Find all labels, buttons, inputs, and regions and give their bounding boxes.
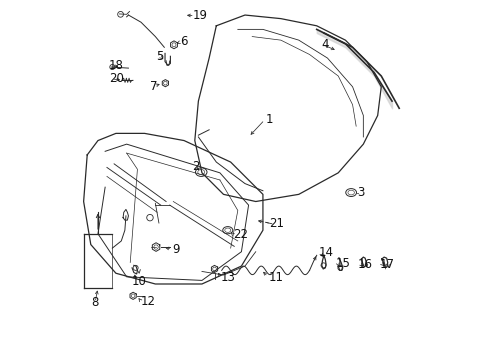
Text: 19: 19 [193, 9, 208, 22]
Text: 3: 3 [358, 186, 365, 199]
Text: 7: 7 [150, 80, 157, 93]
Text: 11: 11 [269, 271, 283, 284]
Text: 4: 4 [321, 38, 328, 51]
Text: 15: 15 [335, 257, 350, 270]
Text: 1: 1 [266, 113, 273, 126]
Text: 14: 14 [318, 246, 334, 259]
Text: 18: 18 [109, 59, 123, 72]
Text: 12: 12 [141, 296, 156, 309]
Text: 16: 16 [358, 258, 373, 271]
Text: 13: 13 [220, 271, 236, 284]
Text: 22: 22 [234, 228, 248, 241]
Text: 8: 8 [92, 296, 99, 309]
Text: 9: 9 [172, 243, 180, 256]
Text: 5: 5 [156, 50, 164, 63]
Text: 20: 20 [109, 72, 123, 85]
Text: 6: 6 [180, 35, 188, 48]
Text: 21: 21 [270, 217, 284, 230]
Text: 2: 2 [192, 160, 199, 173]
Text: 17: 17 [379, 258, 394, 271]
Text: 10: 10 [132, 275, 147, 288]
